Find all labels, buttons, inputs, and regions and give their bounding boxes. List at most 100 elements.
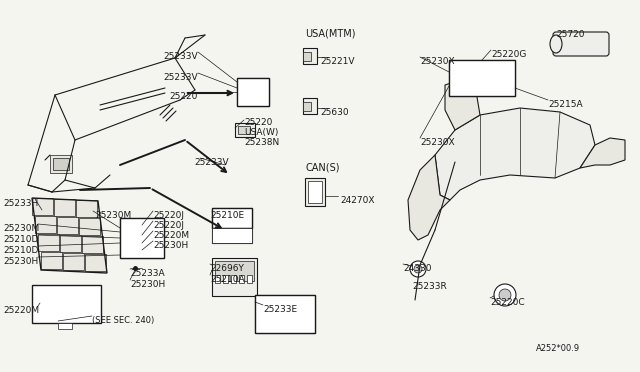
Bar (53, 158, 69, 170)
Bar (50, 155, 72, 173)
Bar (212, 208, 252, 228)
Bar (493, 78, 515, 96)
Bar (232, 208, 252, 228)
Text: 25233V: 25233V (194, 158, 228, 167)
Text: 25210A: 25210A (210, 275, 244, 284)
Text: 25233E: 25233E (263, 305, 297, 314)
Bar (449, 60, 515, 96)
Text: 25230H: 25230H (130, 280, 165, 289)
Bar (255, 295, 315, 333)
Text: 25630: 25630 (320, 108, 349, 117)
Polygon shape (580, 138, 625, 168)
Text: USA(W): USA(W) (244, 128, 278, 137)
Text: 25220C: 25220C (490, 298, 525, 307)
Bar (35, 216, 56, 233)
Bar (303, 52, 311, 61)
Bar (58, 323, 72, 329)
Bar (255, 295, 315, 333)
Text: 25210D: 25210D (3, 235, 38, 244)
Text: 25230M: 25230M (3, 224, 39, 233)
Bar (85, 254, 106, 271)
Bar (231, 275, 236, 283)
Bar (63, 253, 84, 270)
Bar (32, 198, 53, 215)
Text: CAN(S): CAN(S) (305, 163, 339, 173)
Bar (215, 261, 254, 281)
Bar (34, 304, 55, 321)
Bar (142, 238, 164, 258)
Text: 25210D: 25210D (3, 246, 38, 255)
Text: 25233V: 25233V (163, 73, 198, 82)
Text: 25210E: 25210E (210, 211, 244, 220)
Bar (57, 304, 78, 321)
Bar (239, 275, 244, 283)
Bar (277, 315, 293, 329)
Text: 25230H: 25230H (153, 241, 188, 250)
Bar (79, 218, 100, 235)
Text: 25233H: 25233H (3, 199, 38, 208)
Text: 25220M: 25220M (3, 306, 39, 315)
Text: 25220G: 25220G (491, 50, 526, 59)
Bar (212, 228, 232, 243)
Text: 25215A: 25215A (548, 100, 582, 109)
Bar (258, 298, 274, 312)
Text: 22696Y: 22696Y (210, 264, 244, 273)
Text: 25220J: 25220J (153, 221, 184, 230)
Bar (142, 218, 164, 238)
Bar (212, 228, 252, 243)
Text: 25220M: 25220M (153, 231, 189, 240)
Text: 24330: 24330 (403, 264, 431, 273)
Bar (235, 123, 255, 137)
Bar (303, 48, 317, 64)
Bar (120, 238, 142, 258)
Bar (38, 234, 59, 251)
Bar (471, 60, 493, 78)
Bar (238, 126, 250, 134)
Polygon shape (435, 108, 595, 200)
FancyBboxPatch shape (553, 32, 609, 56)
Text: 25238N: 25238N (244, 138, 279, 147)
Text: 25230H: 25230H (3, 257, 38, 266)
Bar (120, 218, 142, 238)
Ellipse shape (494, 284, 516, 306)
Text: 25230X: 25230X (420, 138, 454, 147)
Ellipse shape (410, 261, 426, 277)
Text: 25230X: 25230X (420, 57, 454, 66)
Text: 25230M: 25230M (95, 211, 131, 220)
Ellipse shape (550, 35, 562, 53)
Bar (277, 298, 293, 312)
Bar (32, 285, 101, 323)
Bar (215, 275, 220, 283)
Text: 25220: 25220 (244, 118, 273, 127)
Bar (232, 228, 252, 243)
Bar (80, 304, 101, 321)
Bar (82, 236, 103, 253)
Bar (296, 298, 312, 312)
Bar (237, 92, 253, 106)
Text: 25221V: 25221V (320, 57, 355, 66)
Bar (54, 199, 75, 216)
Bar (32, 285, 53, 302)
Text: A252*00.9: A252*00.9 (536, 344, 580, 353)
Bar (223, 275, 228, 283)
Bar (237, 78, 253, 92)
Ellipse shape (499, 289, 511, 301)
Bar (120, 218, 164, 258)
Bar (303, 98, 317, 114)
Bar (78, 285, 99, 302)
Bar (449, 60, 471, 78)
Bar (303, 102, 311, 111)
Bar (41, 252, 62, 269)
Ellipse shape (414, 265, 422, 273)
Bar (212, 258, 257, 296)
Text: 25220J: 25220J (153, 211, 184, 220)
Text: 25720: 25720 (556, 30, 584, 39)
Polygon shape (445, 80, 480, 130)
Bar (57, 217, 78, 234)
Bar (55, 285, 76, 302)
Polygon shape (408, 155, 450, 240)
Bar (471, 78, 493, 96)
Bar (305, 178, 325, 206)
Bar (308, 181, 322, 203)
Bar (60, 235, 81, 252)
